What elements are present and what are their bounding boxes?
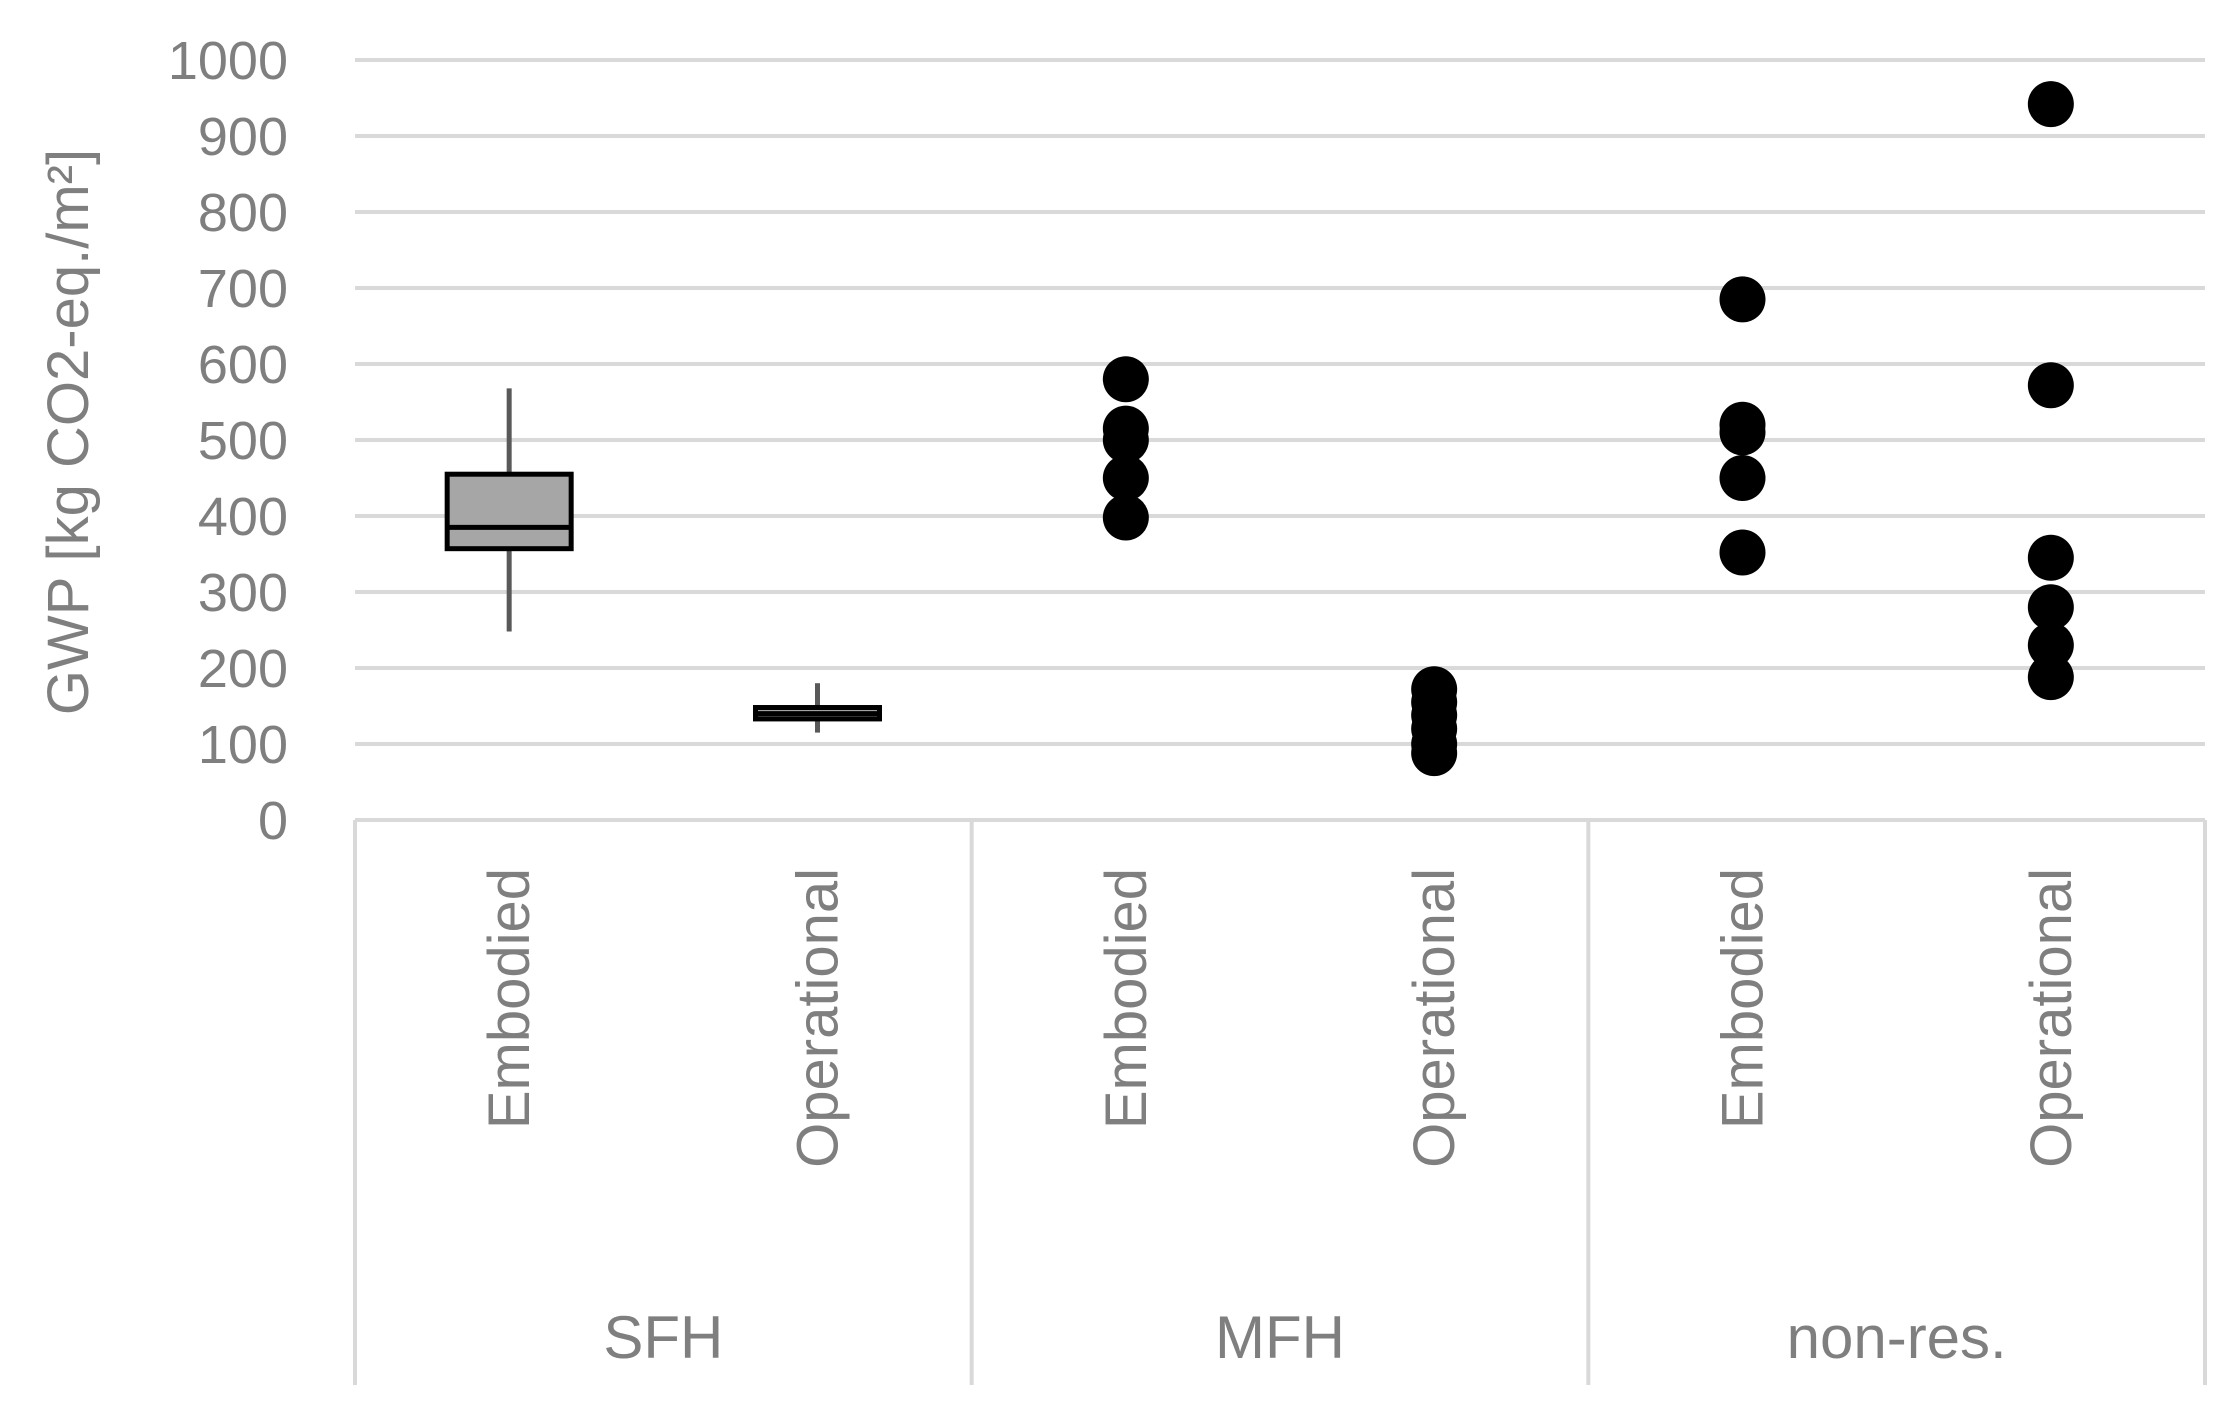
box-plots [444,388,882,733]
data-point [2027,622,2074,669]
y-axis-title: GWP [kg CO2-eq./m²] [36,149,101,715]
category-label: Embodied [477,868,542,1129]
category-label: Embodied [1094,868,1159,1129]
y-tick-label: 600 [198,335,288,395]
data-point [1102,455,1149,501]
y-tick-label: 900 [198,107,288,167]
category-label: Operational [786,868,851,1168]
y-tick-label: 100 [198,715,288,775]
data-point [1719,455,1766,501]
category-label: Operational [1402,868,1467,1168]
data-point [1102,356,1149,403]
data-point [1719,529,1766,576]
category-axis [353,820,2207,1385]
data-point [2027,362,2074,409]
data-point [2027,81,2074,128]
category-labels: Embodied Operational Embodied Operational Em… [477,868,2084,1371]
data-point [1719,409,1766,456]
y-tick-label: 700 [198,259,288,319]
data-point [1102,417,1149,463]
category-label: Operational [2019,868,2084,1168]
y-tick-label: 500 [198,411,288,471]
y-tick-label: 200 [198,639,288,699]
data-point [2027,584,2074,631]
group-label: SFH [603,1304,723,1371]
group-label: MFH [1215,1304,1345,1371]
data-point [1102,494,1149,541]
y-tick-label: 300 [198,563,288,623]
data-point [2027,654,2074,701]
y-tick-label: 1000 [168,31,288,91]
y-tick-label: 400 [198,487,288,547]
y-tick-labels: 0 100 200 300 400 500 600 700 800 900 1000 [168,31,288,851]
data-point [2027,534,2074,581]
y-tick-label: 800 [198,183,288,243]
data-point [1411,730,1458,777]
y-tick-label: 0 [258,791,288,851]
box [444,471,574,552]
category-label: Embodied [1711,868,1776,1129]
gridlines [355,58,2205,822]
data-points [1102,81,2074,777]
data-point [1719,276,1766,323]
group-label: non-res. [1787,1304,2007,1371]
